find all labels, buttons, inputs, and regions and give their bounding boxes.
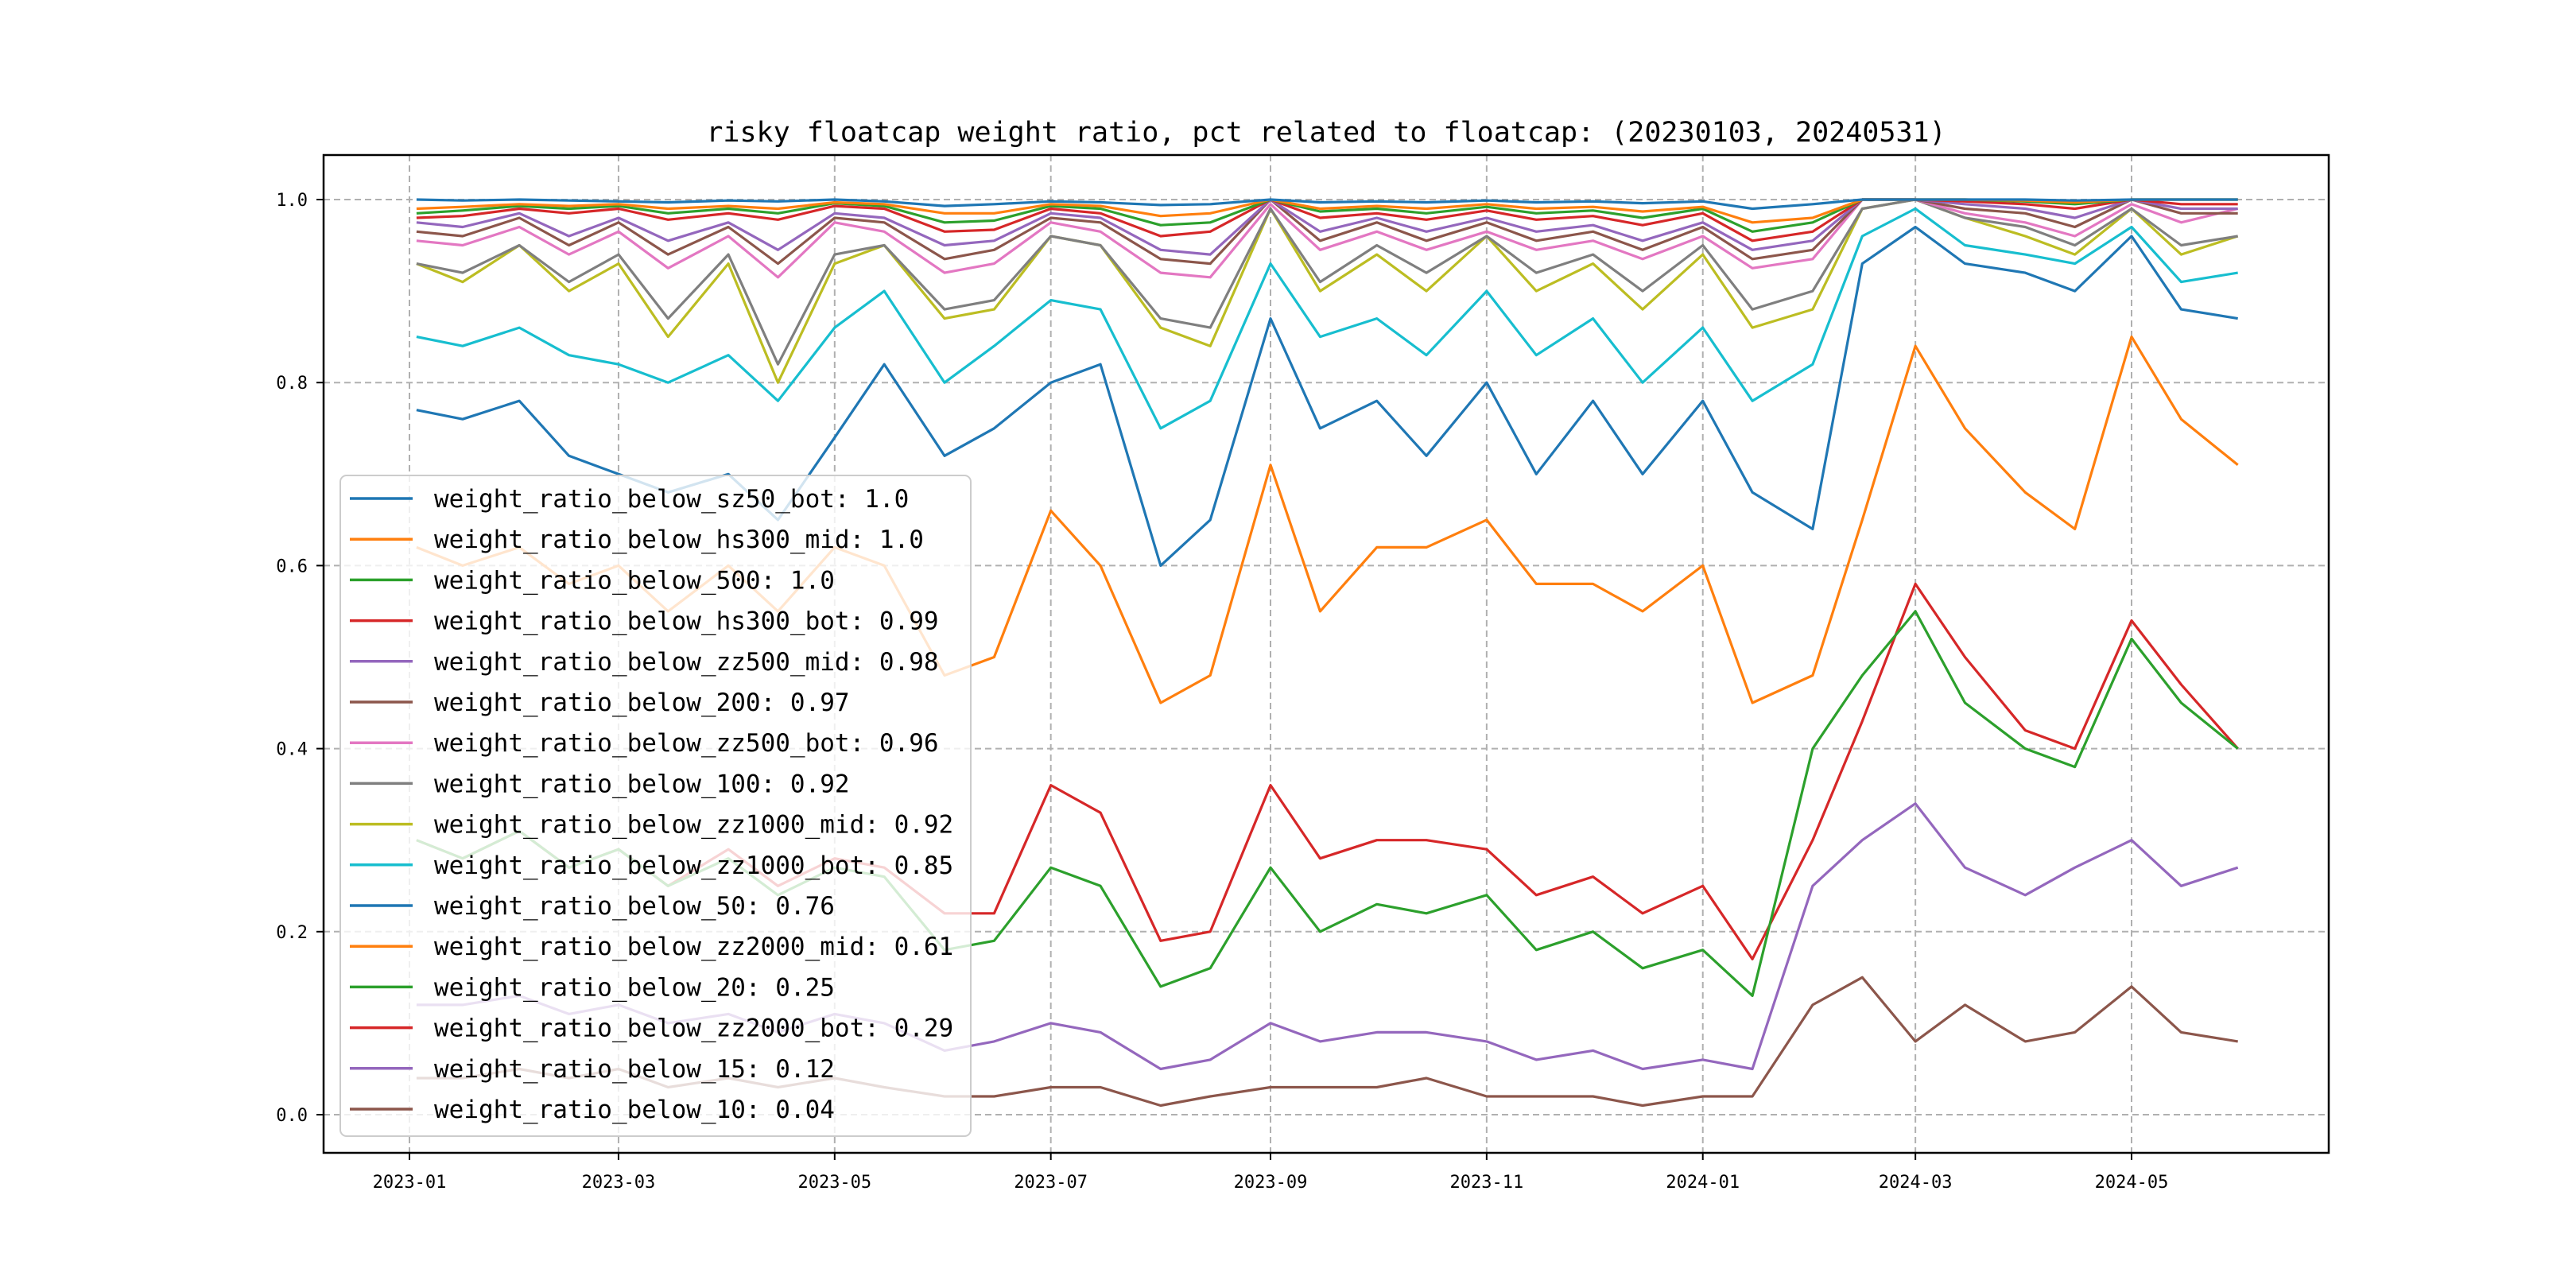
y-tick-label: 0.2 (276, 923, 308, 943)
y-tick-label: 1.0 (276, 191, 308, 211)
legend-label: weight_ratio_below_zz2000_mid: 0.61 (434, 933, 953, 961)
legend-label: weight_ratio_below_200: 0.97 (434, 689, 850, 717)
y-tick-label: 0.8 (276, 374, 308, 394)
axis-ticks: 2023-01 2023-03 2023-05 2023-07 2023-09 2023-… (276, 191, 2168, 1193)
series-line (416, 198, 2238, 266)
legend-label: weight_ratio_below_15: 0.12 (434, 1055, 835, 1084)
x-tick-label: 2023-11 (1450, 1173, 1524, 1193)
x-tick-label: 2024-03 (1879, 1173, 1953, 1193)
y-tick-label: 0.4 (276, 740, 308, 760)
plot-frame (322, 153, 2330, 1154)
legend-label: weight_ratio_below_20: 0.25 (434, 973, 835, 1002)
series-line (416, 198, 2239, 384)
series-lines (416, 198, 2239, 1108)
legend-label: weight_ratio_below_hs300_mid: 1.0 (434, 526, 924, 554)
x-tick-label: 2024-05 (2095, 1173, 2169, 1193)
legend-label: weight_ratio_below_sz50_bot: 1.0 (434, 485, 909, 514)
chart-title: risky floatcap weight ratio, pct related… (706, 117, 1946, 149)
x-tick-label: 2023-05 (797, 1173, 871, 1193)
legend: weight_ratio_below_sz50_bot: 1.0 weight_r… (339, 475, 972, 1137)
legend-label: weight_ratio_below_zz2000_bot: 0.29 (434, 1014, 953, 1043)
x-tick-label: 2023-09 (1234, 1173, 1308, 1193)
x-tick-label: 2023-07 (1014, 1173, 1088, 1193)
legend-label: weight_ratio_below_zz1000_mid: 0.92 (434, 811, 953, 840)
series-line (416, 207, 2238, 430)
legend-label: weight_ratio_below_500: 1.0 (434, 566, 835, 595)
series-line (416, 198, 2238, 211)
legend-label: weight_ratio_below_10: 0.04 (434, 1096, 835, 1124)
x-tick-label: 2023-03 (582, 1173, 656, 1193)
legend-label: weight_ratio_below_zz500_bot: 0.96 (434, 729, 939, 758)
legend-label: weight_ratio_below_zz500_mid: 0.98 (434, 648, 939, 677)
series-line (416, 198, 2239, 279)
y-tick-label: 0.0 (276, 1106, 308, 1126)
legend-label: weight_ratio_below_50: 0.76 (434, 892, 835, 921)
legend-box (339, 475, 972, 1137)
series-line (416, 198, 2238, 366)
x-tick-label: 2023-01 (373, 1173, 447, 1193)
legend-label: weight_ratio_below_hs300_bot: 0.99 (434, 607, 939, 636)
x-tick-label: 2024-01 (1666, 1173, 1740, 1193)
y-tick-label: 0.6 (276, 557, 308, 576)
legend-label: weight_ratio_below_zz1000_bot: 0.85 (434, 852, 953, 880)
legend-label: weight_ratio_below_100: 0.92 (434, 770, 850, 798)
